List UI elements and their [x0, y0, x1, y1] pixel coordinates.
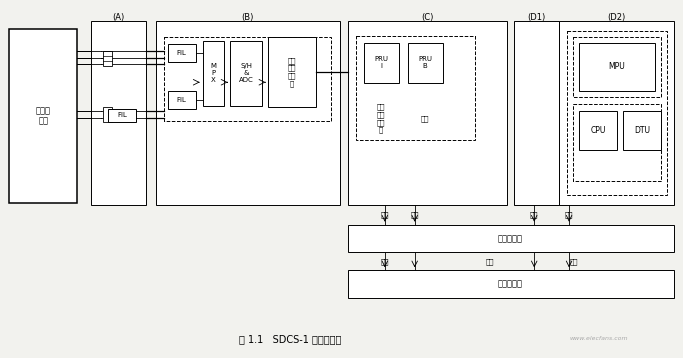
Text: 状态: 状态 [485, 258, 494, 265]
Bar [579, 43, 655, 91]
Bar [408, 43, 443, 83]
Bar [168, 44, 195, 62]
Bar [567, 31, 667, 195]
Bar [91, 21, 145, 205]
Bar [103, 107, 112, 122]
Text: 状态: 状态 [421, 115, 429, 122]
Text: MPU: MPU [609, 62, 625, 71]
Text: FIL: FIL [177, 50, 186, 56]
Bar [230, 41, 262, 106]
Bar [623, 111, 660, 150]
Text: (D2): (D2) [607, 13, 625, 22]
Bar [559, 21, 673, 205]
Text: FIL: FIL [117, 112, 127, 118]
Text: M
P
X: M P X [210, 63, 217, 83]
Bar [356, 36, 475, 140]
Bar [579, 111, 617, 150]
Text: 变电站设备: 变电站设备 [498, 280, 522, 289]
Text: S/H
&
ADC: S/H & ADC [239, 63, 254, 83]
Text: (C): (C) [421, 13, 434, 22]
Text: 变电站
设备: 变电站 设备 [36, 106, 51, 126]
Bar [164, 37, 331, 121]
Bar [203, 41, 225, 106]
Text: 中间继电器: 中间继电器 [498, 234, 522, 243]
Text: 跳闸: 跳闸 [410, 212, 419, 218]
Bar [103, 51, 112, 66]
Text: DTU: DTU [634, 126, 650, 135]
Text: PRU
B: PRU B [418, 57, 432, 69]
Text: www.elecfans.com: www.elecfans.com [570, 336, 628, 341]
Text: (D1): (D1) [527, 13, 545, 22]
Text: 跳闸: 跳闸 [380, 212, 389, 218]
Bar [168, 91, 195, 108]
Text: 控制: 控制 [565, 212, 573, 218]
Bar [364, 43, 399, 83]
Bar [348, 270, 673, 298]
Text: FIL: FIL [177, 97, 186, 103]
Text: (B): (B) [241, 13, 253, 22]
Bar [573, 103, 660, 181]
Text: 数据
通道
控制
器: 数据 通道 控制 器 [288, 57, 296, 87]
Bar [348, 224, 673, 252]
Bar [514, 21, 559, 205]
Bar [108, 108, 136, 122]
Bar [573, 37, 660, 97]
Text: 控制: 控制 [570, 258, 579, 265]
Text: 图 1.1   SDCS-1 结构方框图: 图 1.1 SDCS-1 结构方框图 [239, 334, 342, 344]
Text: 继电
保护
子系
统: 继电 保护 子系 统 [376, 104, 385, 133]
Text: (A): (A) [112, 13, 124, 22]
Text: 状态: 状态 [530, 212, 538, 218]
Text: PRU
I: PRU I [374, 57, 389, 69]
Text: 跳闸: 跳闸 [380, 258, 389, 265]
Bar [268, 37, 316, 107]
Bar [348, 21, 507, 205]
Bar [10, 29, 77, 203]
Bar [156, 21, 340, 205]
Text: CPU: CPU [590, 126, 606, 135]
